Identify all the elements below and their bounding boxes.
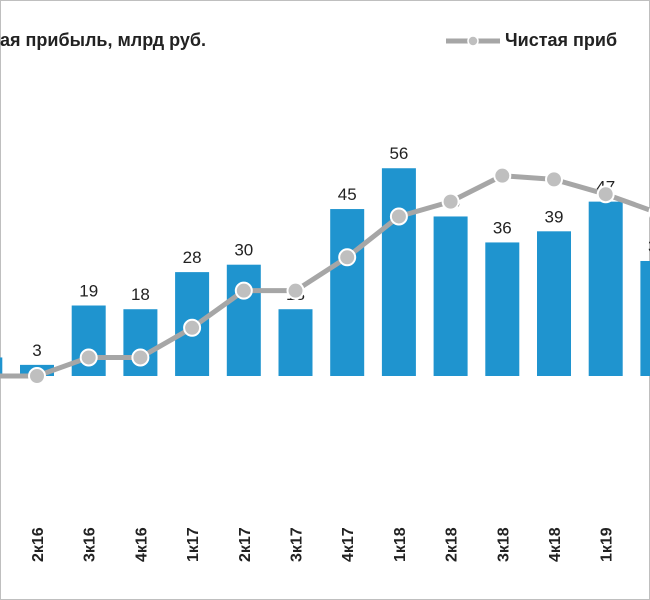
x-tick-label: 4к16 [133, 527, 150, 562]
value-label: 28 [183, 248, 202, 267]
bar [226, 264, 261, 376]
legend-line-label: Чистая приб [505, 30, 617, 50]
value-label: 36 [493, 218, 512, 237]
x-tick-label: 1к18 [392, 527, 409, 562]
x-tick-label: 3к17 [289, 527, 306, 562]
line-point [183, 318, 202, 337]
value-label: 30 [234, 241, 253, 260]
x-tick-label: 1к17 [185, 527, 202, 562]
x-tick-label: 3к18 [495, 527, 512, 562]
bar [330, 209, 365, 376]
x-tick-label: 3к16 [82, 527, 99, 562]
value-label: 45 [338, 185, 357, 204]
x-tick-label: 2к16 [30, 527, 47, 562]
line-point [389, 207, 408, 226]
x-tick-label: 2к17 [237, 527, 254, 562]
value-label: 39 [545, 207, 564, 226]
line-point [545, 170, 563, 189]
line-point [338, 248, 357, 267]
x-tick-label: 1к19 [599, 527, 616, 562]
bar [537, 231, 571, 376]
line-point [79, 348, 98, 367]
x-tick-label: 4к17 [340, 527, 357, 562]
bar [485, 242, 520, 376]
line-point [596, 185, 615, 204]
x-tick-label: 2к18 [444, 527, 461, 562]
legend-line-marker [467, 35, 479, 47]
bar [433, 216, 468, 376]
value-label: 56 [389, 144, 408, 163]
legend-bar-label: ая прибыль, млрд руб. [0, 30, 206, 50]
bar [278, 309, 313, 376]
line-point [234, 281, 253, 300]
line-point [28, 367, 46, 385]
line-point [286, 281, 305, 300]
line-point [441, 192, 460, 211]
x-tick-label: 4к18 [547, 527, 564, 562]
value-label: 18 [131, 285, 150, 304]
value-label: 19 [79, 282, 98, 301]
value-label: 31 [648, 237, 650, 256]
line-point [493, 166, 512, 185]
bar [640, 260, 650, 376]
bar [0, 357, 3, 376]
bar [588, 201, 623, 376]
bar [381, 168, 416, 376]
line-point [131, 348, 150, 367]
value-label: 3 [32, 341, 41, 360]
